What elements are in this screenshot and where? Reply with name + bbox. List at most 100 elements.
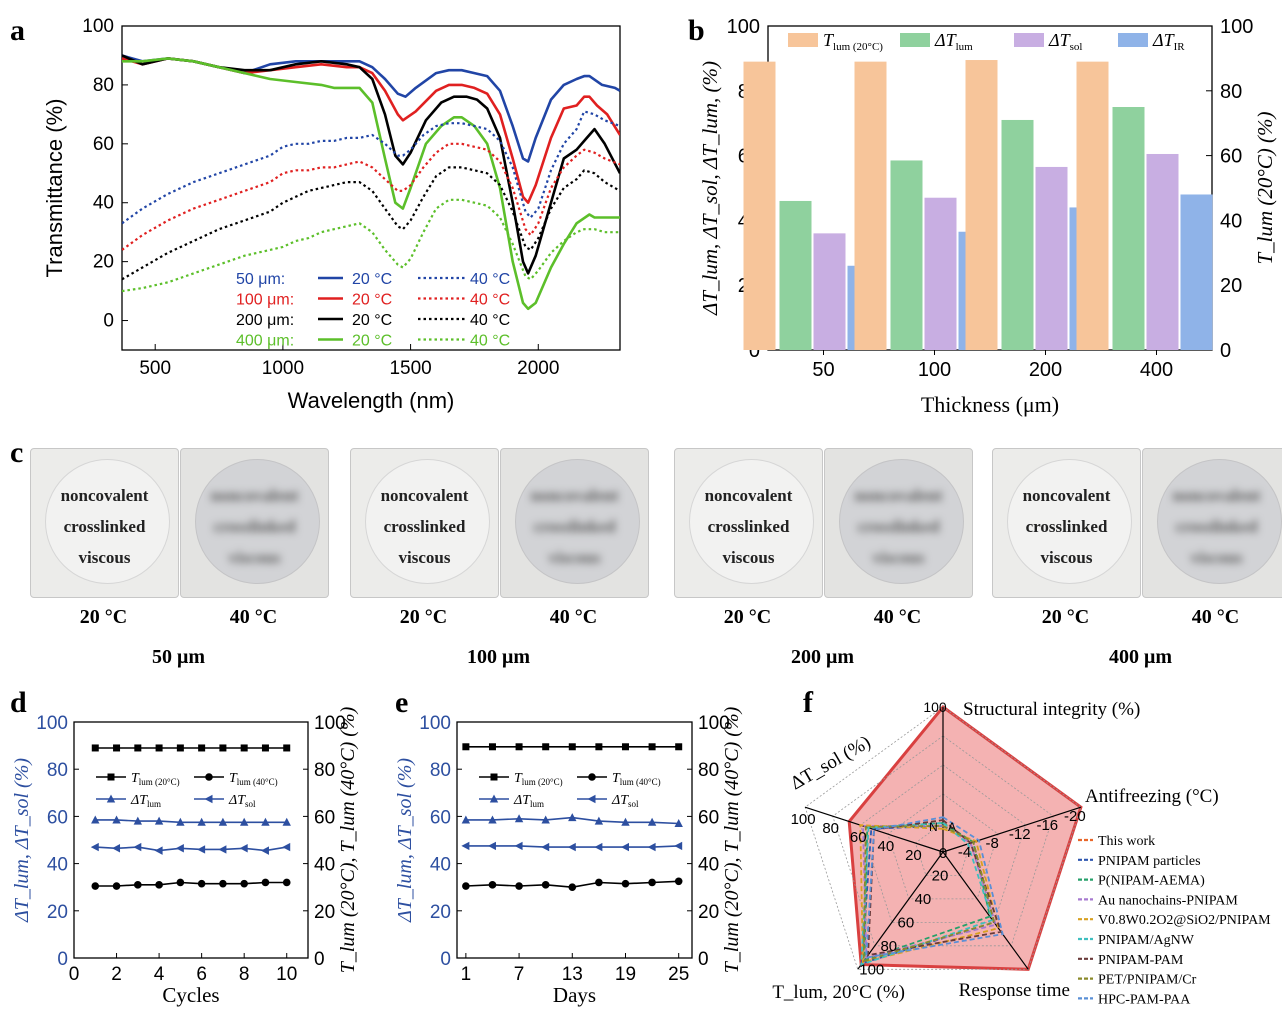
data-point-d <box>239 844 248 853</box>
data-point-d <box>219 744 227 752</box>
data-point-d <box>90 842 99 852</box>
x-tick-label-b: 200 <box>1029 359 1062 381</box>
legend-label-b: ΔTsol <box>1048 30 1082 53</box>
y-tick-label-left-e: 0 <box>440 949 451 970</box>
data-point-e <box>647 817 657 826</box>
data-point-e <box>647 842 656 852</box>
data-point-e <box>488 815 497 824</box>
y-tick-label-left-e: 100 <box>419 713 451 734</box>
radar-axis-title: Response time <box>959 980 1070 1001</box>
film-disc <box>839 459 964 584</box>
photo-thickness-label: 200 μm <box>791 646 854 668</box>
panel-b: 00202040406060808010010050100200400Thick… <box>698 16 1277 417</box>
radar-scale-label: 40 <box>877 838 894 855</box>
radar-grid <box>832 735 1054 947</box>
panel-letter-f: f <box>803 686 814 719</box>
data-point-d <box>197 817 206 826</box>
legend-thickness-a: 50 μm: <box>236 271 285 288</box>
film-disc <box>1157 459 1282 584</box>
legend-marker-e <box>490 773 498 781</box>
data-point-d <box>261 744 269 752</box>
radar-axis-title: ΔT_sol (%) <box>787 732 874 795</box>
y-tick-label-left-e: 80 <box>430 760 451 781</box>
legend-marker-e <box>588 773 596 781</box>
photo-temp-label: 20 °C <box>79 606 128 628</box>
data-point-d <box>113 744 121 752</box>
radar-legend-label: PNIPAM/AgNW <box>1098 933 1195 948</box>
legend-thickness-a: 100 μm: <box>236 292 294 309</box>
legend-swatch-b <box>900 33 930 47</box>
legend-dotted-label-a: 40 °C <box>470 271 510 288</box>
series-line-200-m-20-c <box>122 54 620 275</box>
photo-text-line: viscous <box>398 548 451 567</box>
x-tick-label-e: 7 <box>514 964 525 985</box>
bar--t-sol <box>813 233 846 350</box>
legend-label-b: Tlum (20°C) <box>823 30 883 53</box>
panel-letter-c: c <box>10 436 23 469</box>
y-tick-label-a: 0 <box>103 311 114 332</box>
radar-scale-label: 100 <box>923 699 947 715</box>
legend-label-d: Tlum (40°C) <box>229 771 278 787</box>
series-line-400-m-40-c <box>122 198 620 293</box>
photo-card-20c: noncovalent crosslinked viscous <box>30 448 179 598</box>
legend-label-b: ΔTlum <box>934 30 973 53</box>
photo-thickness-label: 100 μm <box>467 646 530 668</box>
y-tick-label-a: 80 <box>93 75 114 96</box>
y-tick-label-right-e: 60 <box>698 807 719 828</box>
radar-legend-label: PNIPAM-PAM <box>1098 953 1184 968</box>
photo-text-line: noncovalent <box>60 486 149 505</box>
legend-solid-label-a: 20 °C <box>352 333 392 350</box>
photo-text-line: viscous <box>78 548 131 567</box>
radar-comparison <box>862 824 996 963</box>
series-line-50-m-20-c <box>122 54 620 163</box>
photo-temp-label: 20 °C <box>723 606 772 628</box>
panel-letter-d: d <box>10 686 27 719</box>
radar-scale-label: 20 <box>932 867 949 884</box>
bar--t-lum <box>779 200 812 350</box>
legend-label-d: ΔTlum <box>130 793 161 809</box>
panel-letter-a: a <box>10 14 25 47</box>
radar-axis-title: Structural integrity (%) <box>963 699 1140 720</box>
bar--t-sol <box>1146 153 1179 350</box>
y-tick-label-right-e: 100 <box>698 713 730 734</box>
data-point-e <box>621 817 630 826</box>
legend-solid-label-a: 20 °C <box>352 271 392 288</box>
data-point-e <box>541 815 550 824</box>
photo-text-line: crosslinked <box>707 517 790 536</box>
data-point-e <box>595 878 603 887</box>
y-tick-label-right-d: 100 <box>314 713 346 734</box>
bar--t-lum <box>1001 119 1034 351</box>
x-tick-label-a: 1500 <box>389 358 431 379</box>
data-point-e <box>621 879 630 888</box>
photo-text-line: crosslinked <box>1175 517 1258 536</box>
data-point-e <box>488 881 497 889</box>
legend-thickness-a: 400 μm: <box>236 333 294 350</box>
data-point-d <box>176 817 185 826</box>
radar-axis-title: T_lum, 20°C (%) <box>772 982 905 1003</box>
photo-card-40c: noncovalent crosslinked viscous <box>824 448 973 598</box>
data-point-d <box>218 845 227 854</box>
data-point-d <box>175 844 184 853</box>
panel-e: 0 0 20 20 40 40 60 60 80 80 100 100 1 7 13 19 25 Days ΔT_l… <box>394 706 743 1007</box>
radar-legend-label: P(NIPAM-AEMA) <box>1098 874 1205 889</box>
panel-letter-e: e <box>395 686 408 719</box>
radar-scale-label: 40 <box>915 891 932 908</box>
data-point-e <box>568 813 577 822</box>
data-point-e <box>514 841 523 851</box>
radar-spoke <box>804 806 944 853</box>
bar-t-lum-20-c- <box>743 61 776 350</box>
data-point-e <box>542 743 550 751</box>
radar-scale-label: -12 <box>1009 826 1031 843</box>
y-tick-label-left-d: 80 <box>47 760 68 781</box>
data-point-d <box>133 842 142 852</box>
data-point-d <box>218 817 228 826</box>
photo-text-line: crosslinked <box>63 517 146 536</box>
series-line-d <box>95 846 287 852</box>
panel-a: 500 1000 1500 2000 0 20 40 60 80 100 Wavelength (n… <box>42 16 621 413</box>
data-point-d <box>176 744 184 752</box>
data-point-e <box>462 882 470 890</box>
photo-temp-label: 40 °C <box>229 606 278 628</box>
data-point-e <box>675 743 683 751</box>
